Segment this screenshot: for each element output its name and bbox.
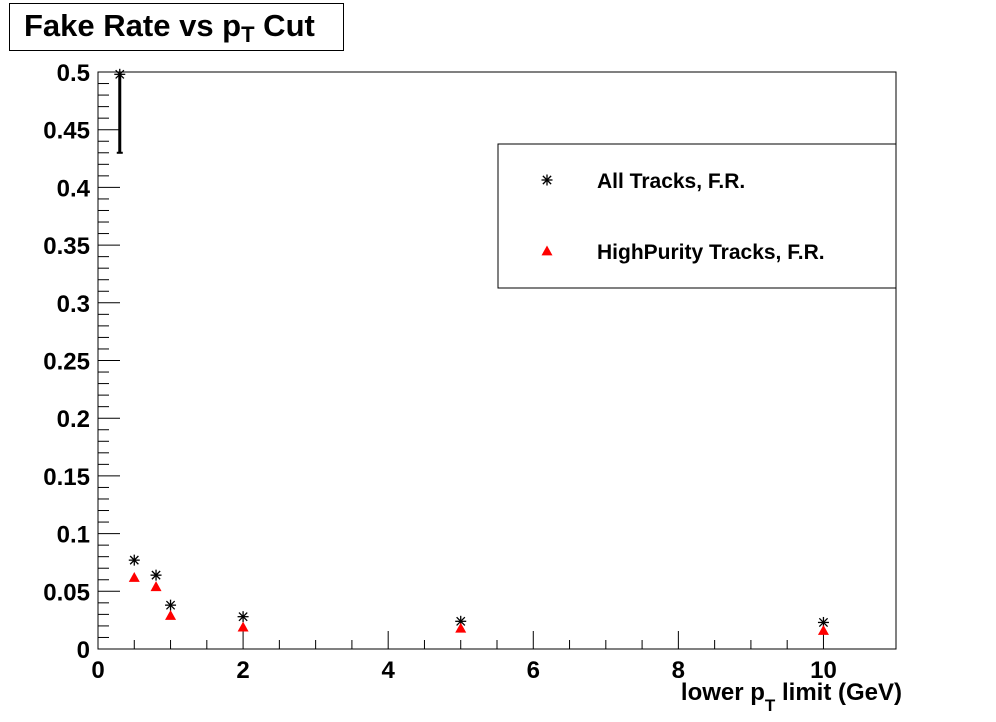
y-tick-label: 0.05: [43, 579, 90, 606]
all-tracks-point: [114, 68, 126, 80]
x-tick-label: 2: [236, 657, 249, 684]
x-axis-label: lower pT limit (GeV): [681, 679, 902, 715]
all-tracks-point: [165, 599, 177, 611]
x-tick-label: 8: [672, 657, 685, 684]
all-tracks-point: [237, 611, 249, 623]
all-tracks-point: [150, 569, 162, 581]
y-tick-label: 0.45: [43, 118, 90, 145]
y-tick-label: 0.15: [43, 464, 90, 491]
y-tick-label: 0.35: [43, 233, 90, 260]
series-layer: [114, 68, 829, 635]
y-axis: 0 0.05 0.1 0.15 0.2 0.25 0.3 0.35 0.4 0.45 0.5: [43, 60, 120, 664]
y-tick-label: 0: [77, 637, 90, 664]
legend-label: All Tracks, F.R.: [597, 170, 745, 193]
highpurity-tracks-point: [128, 571, 140, 582]
x-tick-label: 4: [382, 657, 396, 684]
all-tracks-point: [128, 554, 140, 566]
y-tick-label: 0.2: [57, 406, 90, 433]
y-tick-label: 0.25: [43, 349, 90, 376]
highpurity-tracks-point: [165, 610, 177, 620]
x-tick-label: 6: [527, 657, 540, 684]
x-axis: 0 2 4 6 8 10: [91, 631, 837, 684]
x-tick-label: 0: [91, 657, 104, 684]
highpurity-tracks-point: [237, 621, 249, 632]
legend-label: HighPurity Tracks, F.R.: [597, 241, 825, 264]
y-tick-label: 0.4: [57, 175, 91, 202]
legend-marker-all-tracks: [541, 174, 553, 186]
y-tick-label: 0.3: [57, 291, 90, 318]
y-tick-label: 0.5: [57, 60, 90, 87]
y-tick-label: 0.1: [57, 522, 90, 549]
chart-title: Fake Rate vs pT Cut: [24, 8, 315, 47]
highpurity-tracks-point: [150, 581, 162, 592]
legend: All Tracks, F.R. HighPurity Tracks, F.R.: [497, 143, 897, 289]
x-tick-label: 10: [810, 657, 837, 684]
highpurity-tracks-point: [817, 625, 829, 635]
legend-marker-highpurity-tracks: [541, 245, 553, 256]
legend-box: [497, 143, 897, 289]
all-tracks-point: [817, 616, 829, 628]
chart-title-box: Fake Rate vs pT Cut: [9, 3, 344, 51]
highpurity-tracks-point: [455, 622, 467, 633]
